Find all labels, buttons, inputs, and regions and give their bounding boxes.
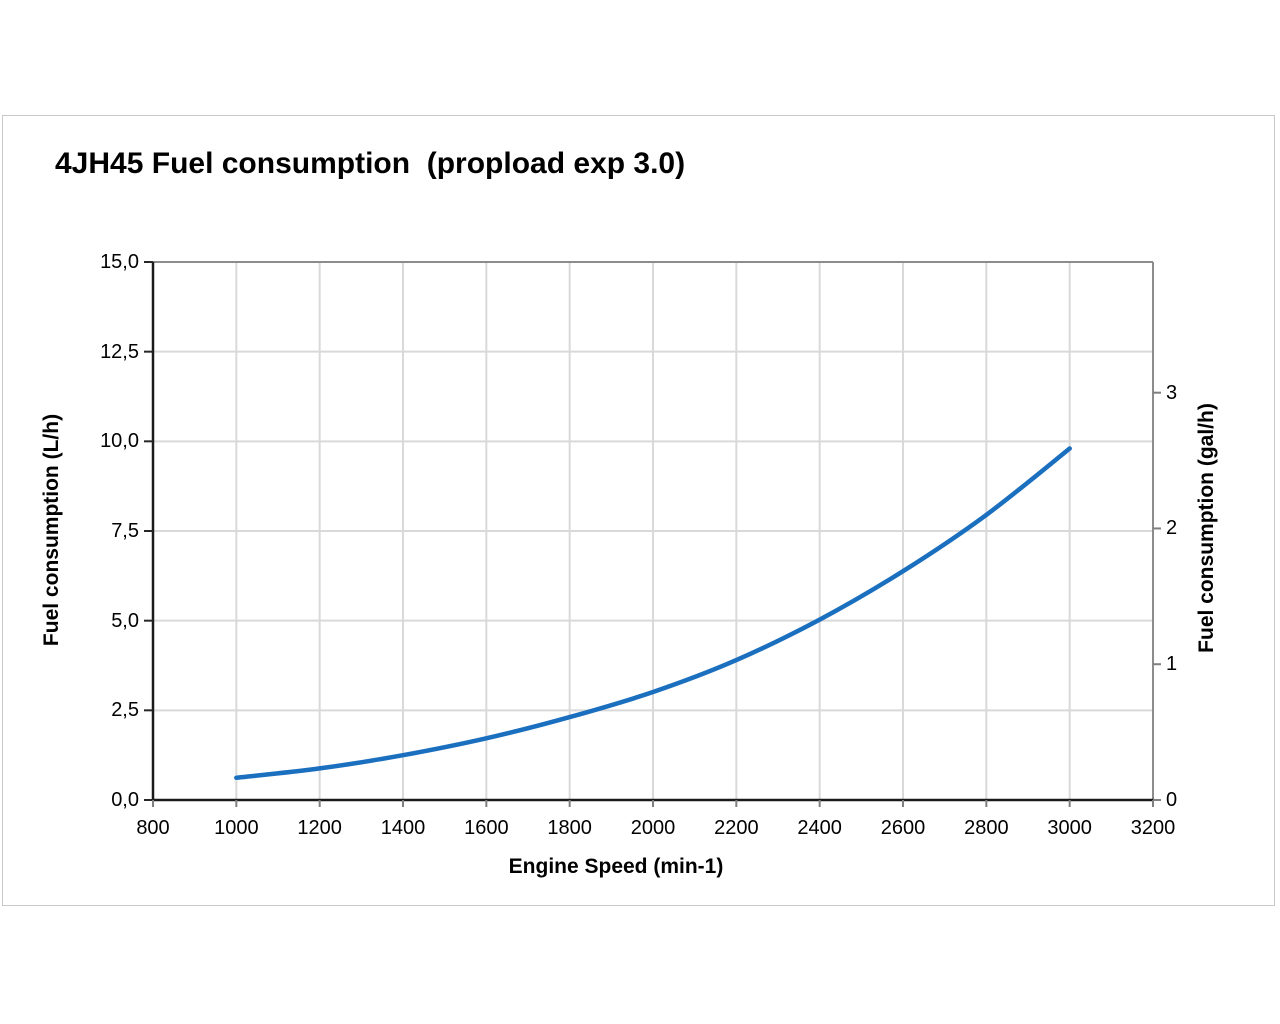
chart-title: 4JH45 Fuel consumption (propload exp 3.0…: [55, 147, 686, 180]
x-tick-label: 2200: [714, 817, 759, 839]
x-tick-label: 2800: [964, 817, 1009, 839]
y-right-tick-label: 0: [1166, 789, 1178, 811]
x-tick-label: 2600: [880, 817, 926, 839]
y-left-tick-label: 0,0: [111, 789, 139, 811]
chart-frame: [2, 115, 1275, 906]
x-tick-label: 1600: [464, 817, 509, 839]
y-left-tick-label: 12,5: [100, 340, 139, 363]
y-left-tick-label: 10,0: [100, 430, 139, 453]
x-tick-label: 1200: [297, 817, 342, 839]
x-tick-label: 3200: [1130, 817, 1176, 839]
y-left-tick-label: 15,0: [100, 251, 139, 273]
y-left-tick-label: 2,5: [111, 699, 139, 722]
x-tick-label: 2400: [797, 817, 842, 839]
y-left-tick-label: 5,0: [111, 609, 139, 632]
x-tick-label: 2000: [630, 817, 676, 839]
y-right-tick-label: 3: [1166, 381, 1178, 404]
x-tick-label: 800: [136, 817, 170, 839]
y-left-tick-label: 7,5: [111, 520, 139, 542]
x-tick-label: 1800: [547, 817, 592, 839]
y-right-tick-label: 1: [1166, 653, 1178, 676]
series-curve-fuel-consumption: [234, 446, 1072, 781]
x-axis-title: Engine Speed (min-1): [508, 855, 724, 878]
x-tick-label: 1400: [380, 817, 426, 839]
x-tick-label: 3000: [1047, 817, 1092, 839]
x-tick-label: 1000: [214, 817, 259, 839]
y-right-tick-label: 2: [1166, 517, 1178, 540]
